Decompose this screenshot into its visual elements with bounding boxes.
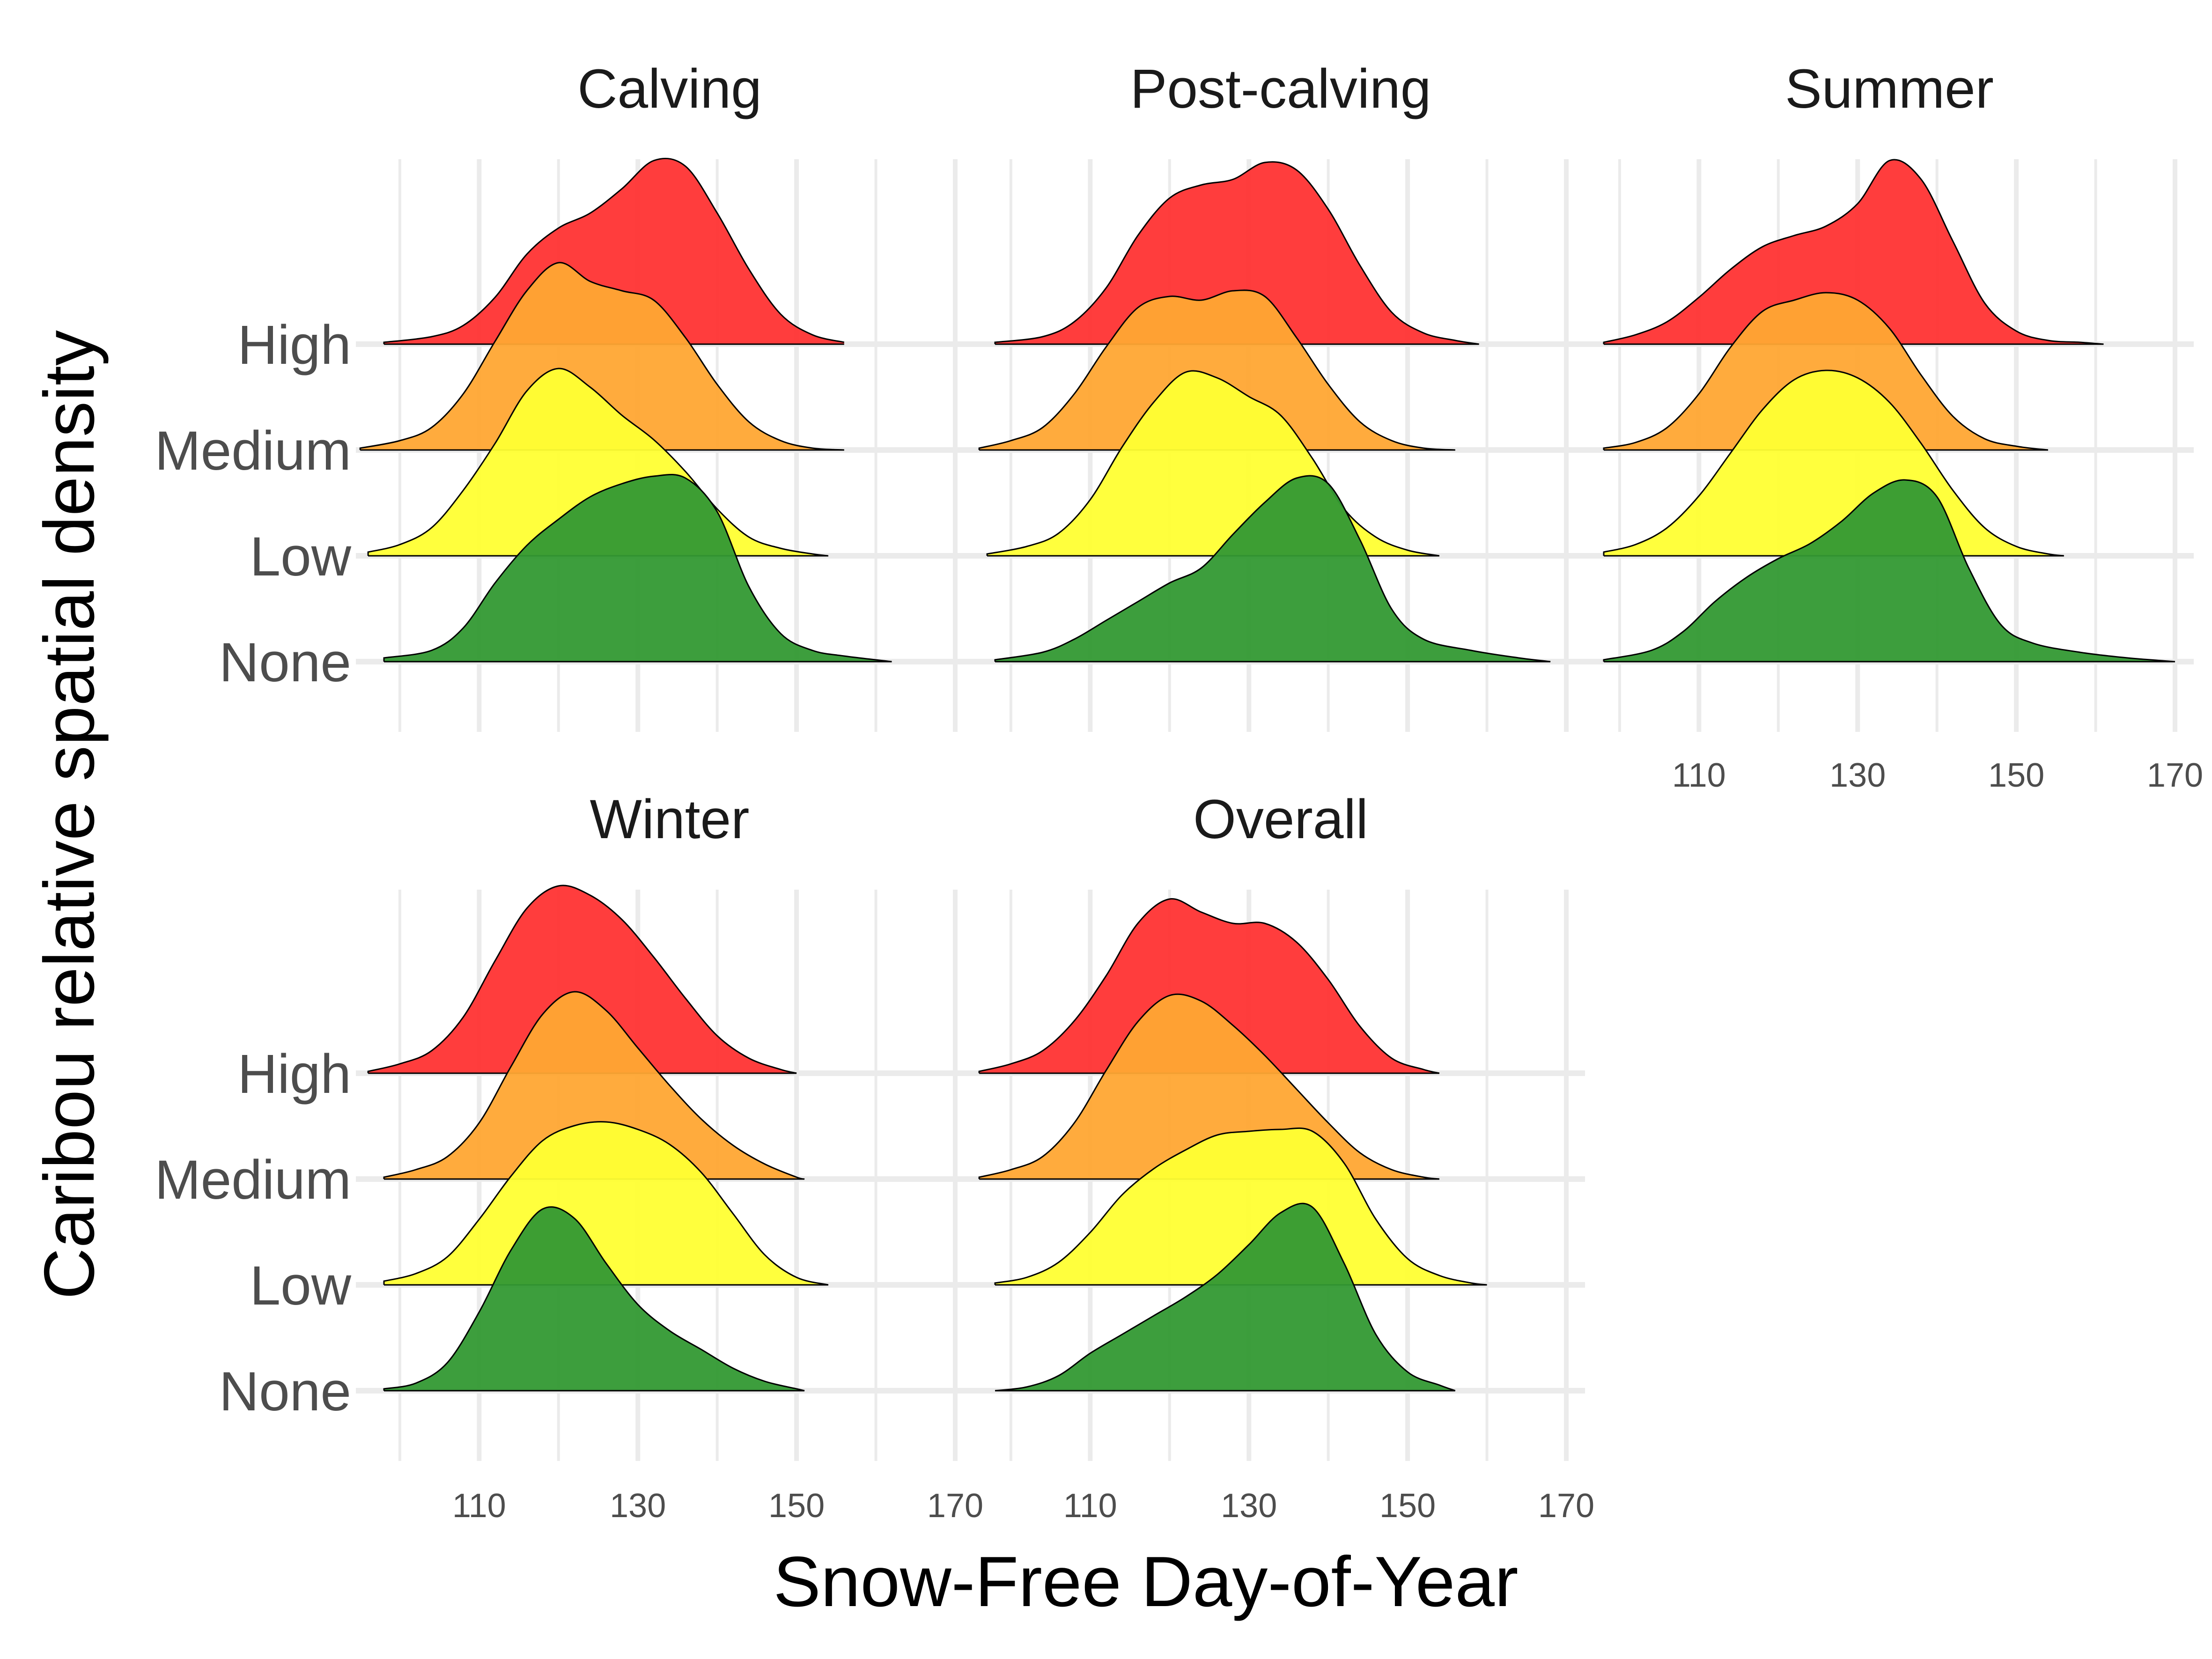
ridge-outline-none: [995, 1202, 1456, 1392]
ridge-outline-medium: [978, 993, 1440, 1180]
y-tick-label-low: Low: [250, 1255, 352, 1317]
ridge-outline-high: [1603, 159, 2104, 345]
panel-calving: Calving: [356, 58, 974, 732]
ridge-outline-none: [994, 475, 1551, 663]
x-axis-title: Snow-Free Day-of-Year: [773, 1542, 1518, 1622]
panel-title: Overall: [1193, 789, 1368, 850]
y-tick-label-high: High: [237, 314, 351, 376]
ridge-outline-medium: [359, 262, 844, 451]
ridge-summer-none: [1604, 479, 2175, 662]
ridge-outline-low: [383, 1121, 829, 1286]
x-tick-label: 150: [1988, 757, 2044, 794]
y-tick-label-medium: Medium: [155, 420, 351, 482]
x-tick-label: 130: [610, 1487, 666, 1525]
panel-title: Calving: [577, 58, 762, 120]
x-tick-label: 110: [1063, 1487, 1117, 1525]
panels-layer: None Low Medium High None Low Medium High Calvin…: [155, 58, 2203, 1525]
panel-title: Winter: [590, 789, 750, 850]
ridge-post-calving-medium: [979, 290, 1455, 450]
x-tick-label: 130: [1221, 1487, 1277, 1525]
ridge-outline-low: [367, 368, 829, 557]
panel-summer: Summer 110 130 150 170: [1576, 58, 2203, 794]
ridge-outline-none: [1603, 479, 2175, 663]
panel-title: Post-calving: [1130, 58, 1431, 120]
x-tick-label: 110: [452, 1487, 506, 1525]
y-tick-label-high: High: [237, 1043, 351, 1105]
ridge-outline-low: [994, 1127, 1487, 1286]
ridge-winter-none: [384, 1207, 805, 1391]
ridge-outline-high: [994, 161, 1479, 345]
x-tick-label: 150: [768, 1487, 825, 1525]
ridge-winter-medium: [384, 991, 805, 1179]
x-tick-label: 170: [1538, 1487, 1594, 1525]
ridge-overall-high: [979, 899, 1439, 1073]
ridge-post-calving-none: [995, 475, 1551, 662]
ridge-summer-low: [1604, 370, 2064, 556]
ridge-outline-high: [383, 157, 845, 344]
panel-post-calving: Post-calving: [967, 58, 1585, 732]
x-tick-label: 170: [2147, 757, 2203, 794]
ridge-outline-none: [383, 473, 892, 663]
ridge-outline-medium: [1603, 292, 2049, 451]
x-tick-label: 110: [1672, 757, 1726, 794]
ridge-outline-low: [986, 370, 1440, 557]
y-tick-label-medium: Medium: [155, 1149, 351, 1211]
ridge-overall-low: [995, 1128, 1487, 1285]
ridge-summer-high: [1604, 159, 2104, 344]
y-tick-label-none: None: [219, 632, 351, 693]
ridge-outline-low: [1603, 369, 2064, 557]
ridge-overall-medium: [979, 994, 1439, 1179]
ridge-winter-high: [368, 885, 797, 1073]
ridge-outline-medium: [978, 289, 1455, 451]
ridge-overall-none: [995, 1203, 1455, 1391]
panel-title: Summer: [1785, 58, 1994, 120]
ridge-outline-none: [383, 1206, 805, 1392]
ridge-winter-low: [384, 1121, 828, 1285]
x-tick-label: 170: [927, 1487, 983, 1525]
ridge-calving-medium: [360, 262, 844, 450]
panel-overall: Overall 110 130 150 170: [967, 789, 1594, 1525]
y-tick-label-none: None: [219, 1361, 351, 1423]
ridge-outline-high: [978, 898, 1440, 1074]
ridge-outline-high: [367, 885, 797, 1074]
y-tick-label-low: Low: [250, 526, 352, 588]
ridge-outline-medium: [383, 991, 805, 1180]
x-tick-label: 130: [1829, 757, 1886, 794]
ridge-calving-high: [384, 158, 844, 344]
x-tick-label: 150: [1379, 1487, 1436, 1525]
panel-winter: Winter 110 130 150 170: [356, 789, 983, 1525]
ridge-post-calving-high: [995, 162, 1479, 344]
y-axis-title: Caribou relative spatial density: [29, 330, 109, 1299]
